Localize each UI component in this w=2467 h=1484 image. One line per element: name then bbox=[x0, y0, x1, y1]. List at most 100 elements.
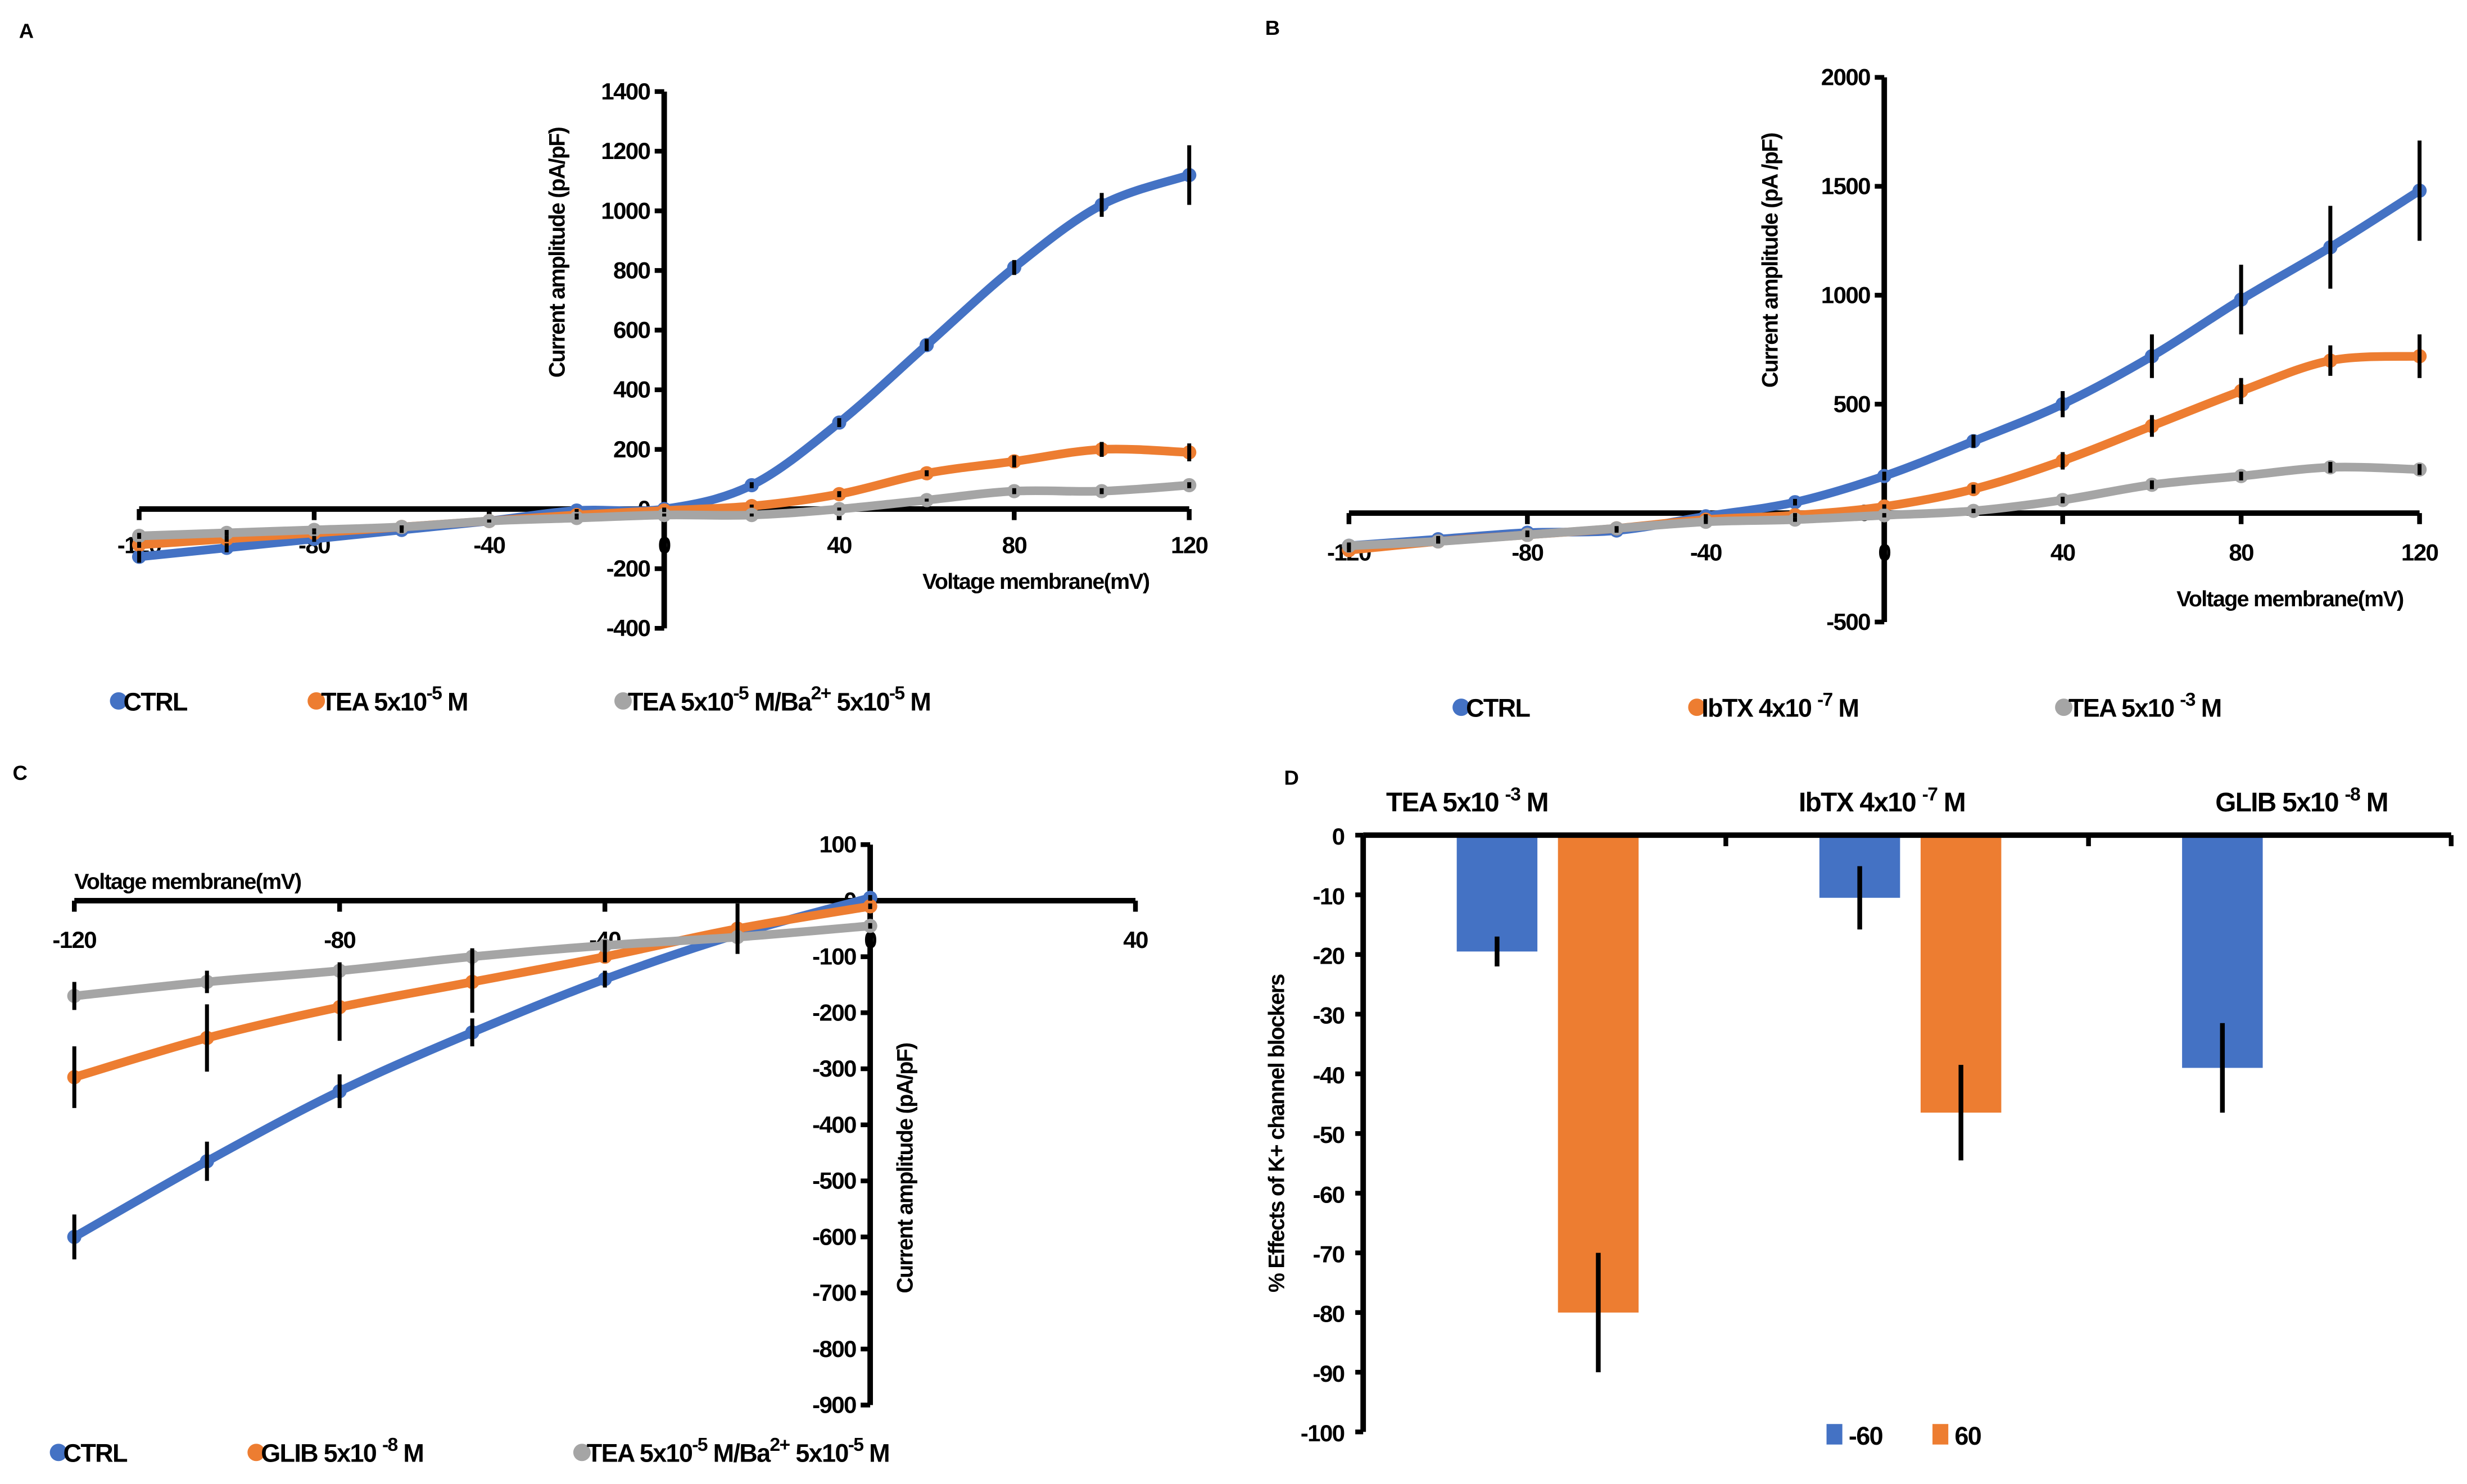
y-tick-label: -70 bbox=[1313, 1241, 1345, 1268]
superscript: -3 bbox=[2180, 689, 2196, 710]
y-axis-title: Current amplitude (pA/pF) bbox=[545, 127, 569, 378]
y-tick-label: -30 bbox=[1313, 1002, 1345, 1029]
y-tick-label: -500 bbox=[812, 1168, 856, 1194]
superscript: -5 bbox=[848, 1434, 864, 1455]
category-label: TEA 5x10 -3 M bbox=[1386, 783, 1548, 818]
y-tick-label: -200 bbox=[606, 555, 650, 582]
y-tick-label: 600 bbox=[613, 317, 650, 343]
legend-marker bbox=[1452, 698, 1470, 716]
y-tick-label: 2000 bbox=[1821, 64, 1870, 90]
label-text: M bbox=[1937, 788, 1965, 818]
superscript: -5 bbox=[427, 683, 442, 704]
label-text: M bbox=[2360, 788, 2388, 818]
bar bbox=[1558, 835, 1639, 1313]
label-text: IbTX 4x10 bbox=[1701, 694, 1817, 723]
label-text: 5x10 bbox=[790, 1439, 849, 1468]
x-axis-title: Voltage membrane(mV) bbox=[2176, 587, 2403, 611]
y-tick-label: -300 bbox=[812, 1055, 856, 1082]
iv-chart-panel-c: C-120-80-40040-900-800-700-600-500-400-3… bbox=[13, 761, 1149, 1468]
y-tick-label: 100 bbox=[819, 831, 856, 857]
y-tick-label: -60 bbox=[1313, 1181, 1345, 1208]
legend-entry: -60 bbox=[1849, 1422, 1883, 1450]
y-tick-label: 500 bbox=[1834, 391, 1871, 417]
x-tick-label: -120 bbox=[52, 927, 96, 953]
legend-marker bbox=[110, 692, 128, 710]
y-axis-title: Current amplitude (pA/pF) bbox=[893, 1043, 917, 1294]
label-text: M bbox=[904, 687, 931, 716]
label-text: TEA 5x10 bbox=[628, 687, 734, 716]
y-tick-label: -80 bbox=[1313, 1301, 1345, 1327]
y-tick-label: -10 bbox=[1313, 883, 1345, 909]
y-tick-label: 1500 bbox=[1821, 173, 1870, 199]
label-text: TEA 5x10 bbox=[1386, 788, 1505, 818]
category-label: GLIB 5x10 -8 M bbox=[2215, 783, 2388, 818]
y-tick-label: -200 bbox=[812, 999, 856, 1025]
label-text: M bbox=[441, 687, 468, 716]
legend-marker bbox=[2055, 698, 2073, 716]
y-tick-label: 400 bbox=[613, 376, 650, 403]
x-tick-label: 0 bbox=[1878, 539, 1890, 565]
legend-entry: IbTX 4x10 -7 M bbox=[1701, 689, 1858, 723]
label-text: CTRL bbox=[123, 687, 187, 716]
panel-label: A bbox=[19, 19, 34, 42]
iv-chart-panel-b: B-120-80-4004080120-5000500100015002000V… bbox=[1265, 16, 2439, 723]
label-text: M bbox=[863, 1439, 889, 1468]
label-text: IbTX 4x10 bbox=[1799, 788, 1922, 818]
label-text: 5x10 bbox=[831, 687, 890, 716]
legend-marker bbox=[307, 692, 325, 710]
y-tick-label: -500 bbox=[1826, 609, 1870, 635]
superscript: -5 bbox=[889, 683, 905, 704]
y-tick-label: -90 bbox=[1313, 1360, 1345, 1387]
label-text: TEA 5x10 bbox=[321, 687, 427, 716]
label-text: GLIB 5x10 bbox=[261, 1439, 382, 1468]
x-tick-label: 40 bbox=[827, 532, 852, 559]
superscript: -5 bbox=[692, 1434, 708, 1455]
x-tick-label: -40 bbox=[473, 532, 505, 559]
label-text: TEA 5x10 bbox=[2068, 694, 2180, 723]
legend-entry: TEA 5x10-5 M/Ba2+ 5x10-5 M bbox=[587, 1434, 889, 1468]
y-tick-label: -900 bbox=[812, 1392, 856, 1418]
legend-entry: TEA 5x10-5 M bbox=[321, 683, 468, 716]
y-tick-label: 200 bbox=[613, 436, 650, 462]
y-tick-label: -600 bbox=[812, 1223, 856, 1250]
panel-label: B bbox=[1265, 16, 1279, 39]
label-text: M bbox=[1520, 788, 1548, 818]
y-tick-label: 0 bbox=[1332, 823, 1345, 850]
y-tick-label: -400 bbox=[606, 615, 650, 641]
y-axis-title: % Effects of K+ channel blockers bbox=[1265, 974, 1289, 1293]
legend-marker bbox=[614, 692, 632, 710]
y-tick-label: -100 bbox=[812, 943, 856, 970]
y-tick-label: -400 bbox=[812, 1111, 856, 1138]
y-tick-label: -700 bbox=[812, 1279, 856, 1306]
panel-label: C bbox=[13, 761, 28, 784]
legend-entry: CTRL bbox=[1466, 694, 1530, 723]
panel-label: D bbox=[1284, 766, 1298, 789]
x-axis-title: Voltage membrane(mV) bbox=[74, 869, 301, 894]
legend-marker bbox=[247, 1444, 265, 1462]
label-text: CTRL bbox=[1466, 694, 1530, 723]
x-tick-label: 0 bbox=[658, 532, 671, 559]
y-tick-label: 1000 bbox=[1821, 282, 1870, 308]
x-tick-label: 40 bbox=[2050, 539, 2075, 565]
x-tick-label: -80 bbox=[1511, 539, 1543, 565]
y-tick-label: 1400 bbox=[601, 78, 650, 105]
label-text: M/Ba bbox=[707, 1439, 771, 1468]
y-tick-label: 1000 bbox=[601, 197, 650, 224]
legend-entry: CTRL bbox=[64, 1439, 128, 1468]
legend-entry: TEA 5x10-5 M/Ba2+ 5x10-5 M bbox=[628, 683, 930, 716]
bar bbox=[1456, 835, 1538, 952]
y-tick-label: 1200 bbox=[601, 138, 650, 164]
label-text: M/Ba bbox=[748, 687, 812, 716]
x-tick-label: 0 bbox=[864, 927, 876, 953]
label-text: GLIB 5x10 bbox=[2215, 788, 2344, 818]
label-text: M bbox=[397, 1439, 424, 1468]
superscript: -7 bbox=[1922, 783, 1938, 805]
legend-marker bbox=[573, 1444, 591, 1462]
y-tick-label: -40 bbox=[1313, 1062, 1345, 1088]
y-tick-label: -800 bbox=[812, 1336, 856, 1362]
superscript: -7 bbox=[1817, 689, 1833, 710]
x-tick-label: 120 bbox=[2401, 539, 2438, 565]
superscript: -5 bbox=[733, 683, 749, 704]
x-tick-label: 40 bbox=[1123, 927, 1148, 953]
legend-swatch bbox=[1826, 1424, 1843, 1445]
